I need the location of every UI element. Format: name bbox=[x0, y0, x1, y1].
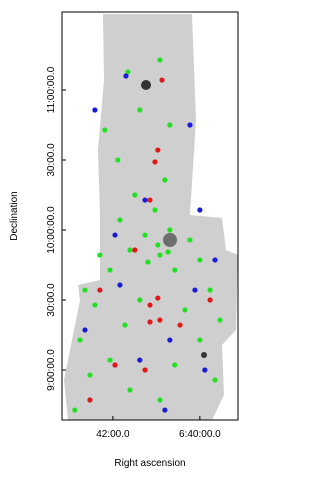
point bbox=[197, 337, 203, 343]
point bbox=[155, 147, 161, 153]
sky-image bbox=[64, 14, 238, 420]
point bbox=[115, 157, 121, 163]
point bbox=[197, 207, 203, 213]
point bbox=[117, 282, 123, 288]
point bbox=[142, 197, 148, 203]
point bbox=[192, 287, 198, 293]
point bbox=[157, 252, 163, 258]
point bbox=[147, 197, 153, 203]
point bbox=[92, 107, 98, 113]
point bbox=[97, 252, 103, 258]
y-tick-label: 10:00:00.0 bbox=[46, 206, 57, 254]
x-tick-label: 6:40:00.0 bbox=[179, 429, 221, 440]
point bbox=[165, 249, 171, 255]
point bbox=[197, 257, 203, 263]
point bbox=[87, 372, 93, 378]
point bbox=[107, 357, 113, 363]
point bbox=[172, 267, 178, 273]
point bbox=[157, 397, 163, 403]
point bbox=[123, 73, 129, 79]
point bbox=[157, 317, 163, 323]
point bbox=[142, 232, 148, 238]
point bbox=[167, 227, 173, 233]
point bbox=[212, 377, 218, 383]
y-axis-title: Declination bbox=[9, 191, 20, 240]
y-tick-label: 30:00.0 bbox=[46, 143, 57, 177]
point bbox=[132, 192, 138, 198]
point bbox=[212, 257, 218, 263]
point bbox=[82, 327, 88, 333]
bright-star bbox=[141, 80, 151, 90]
point bbox=[217, 317, 223, 323]
point bbox=[152, 207, 158, 213]
point bbox=[137, 357, 143, 363]
point bbox=[162, 407, 168, 413]
point bbox=[92, 302, 98, 308]
point bbox=[117, 217, 123, 223]
point bbox=[122, 322, 128, 328]
point bbox=[142, 367, 148, 373]
point bbox=[182, 307, 188, 313]
chart: Right ascension Declination 9:00:00.0 30:… bbox=[9, 11, 239, 469]
point bbox=[172, 362, 178, 368]
point bbox=[125, 69, 131, 75]
point bbox=[112, 232, 118, 238]
y-tick-label: 30:00.0 bbox=[46, 283, 57, 317]
x-axis-title: Right ascension bbox=[114, 458, 185, 469]
point bbox=[187, 122, 193, 128]
point bbox=[82, 287, 88, 293]
point bbox=[102, 127, 108, 133]
plot-frame bbox=[61, 11, 239, 421]
x-tick-label: 42:00.0 bbox=[96, 429, 130, 440]
point bbox=[137, 297, 143, 303]
point bbox=[202, 367, 208, 373]
point bbox=[155, 242, 161, 248]
point bbox=[87, 397, 93, 403]
point bbox=[127, 387, 133, 393]
point bbox=[187, 237, 193, 243]
point bbox=[132, 247, 138, 253]
point bbox=[159, 77, 165, 83]
point bbox=[97, 287, 103, 293]
point bbox=[127, 247, 133, 253]
point bbox=[152, 159, 158, 165]
bright-star bbox=[201, 352, 207, 358]
point bbox=[107, 267, 113, 273]
point bbox=[112, 362, 118, 368]
point bbox=[177, 322, 183, 328]
y-tick-label: 11:00:00.0 bbox=[46, 66, 57, 113]
point bbox=[77, 337, 83, 343]
point bbox=[162, 177, 168, 183]
point bbox=[207, 287, 213, 293]
cluster-core bbox=[163, 233, 177, 247]
point bbox=[72, 407, 78, 413]
point bbox=[145, 259, 151, 265]
y-tick-label: 9:00:00.0 bbox=[46, 349, 57, 391]
point bbox=[157, 57, 163, 63]
point bbox=[147, 319, 153, 325]
point bbox=[147, 302, 153, 308]
point bbox=[167, 337, 173, 343]
point bbox=[207, 297, 213, 303]
point bbox=[155, 295, 161, 301]
point bbox=[167, 122, 173, 128]
point bbox=[137, 107, 143, 113]
